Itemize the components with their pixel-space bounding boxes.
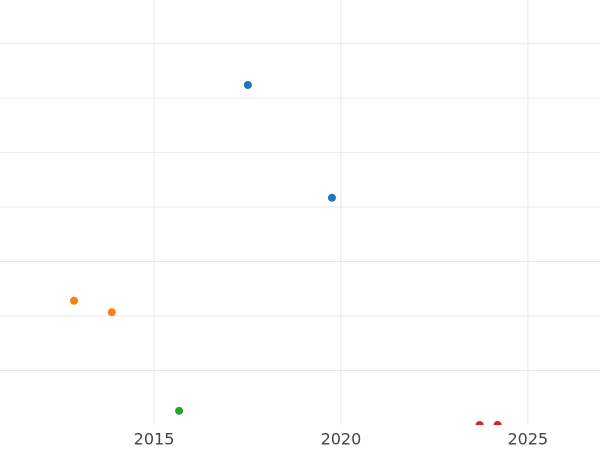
point (475, 421, 484, 425)
point (70, 296, 79, 305)
point (107, 308, 116, 317)
grid (0, 0, 600, 425)
axis-labels: 2015 2020 2025 (134, 430, 549, 449)
point (243, 81, 252, 89)
x-tick-label: 2015 (134, 430, 175, 449)
x-tick-label: 2025 (507, 430, 548, 449)
point (327, 193, 336, 202)
point (175, 406, 184, 415)
point (493, 421, 502, 425)
x-tick-label: 2020 (321, 430, 362, 449)
plot-area (70, 81, 502, 425)
